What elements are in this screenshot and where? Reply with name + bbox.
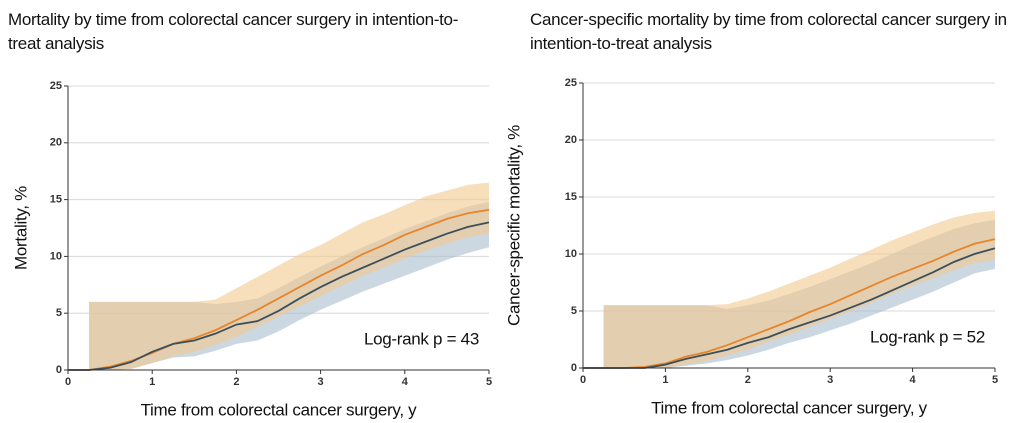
x-tick-label: 5 (486, 376, 492, 388)
y-tick-label: 0 (56, 364, 62, 376)
line (68, 221, 490, 371)
annotation: Log-rank p = 52 (870, 327, 985, 346)
x-tick-label: 4 (910, 374, 917, 386)
confidence-band (89, 182, 490, 370)
x-axis-label: Time from colorectal cancer surgery, y (651, 398, 928, 417)
y-tick-label: 10 (565, 248, 577, 260)
x-axis-label: Time from colorectal cancer surgery, y (141, 400, 418, 419)
x-tick-label: 1 (149, 376, 155, 388)
y-axis-label: Mortality, % (11, 186, 30, 270)
y-tick-label: 0 (571, 362, 577, 374)
x-tick-label: 0 (580, 374, 586, 386)
annotation: Log-rank p = 43 (364, 329, 479, 348)
y-tick-label: 25 (565, 77, 577, 89)
x-tick-label: 4 (402, 376, 409, 388)
y-tick-label: 10 (50, 250, 62, 262)
chart-title: Mortality by time from colorectal cancer… (8, 10, 459, 53)
annotation-box (861, 323, 991, 351)
y-tick-label: 20 (50, 137, 62, 149)
line (583, 247, 996, 369)
x-tick-label: 0 (65, 376, 71, 388)
y-tick-label: 20 (565, 134, 577, 146)
x-tick-label: 3 (318, 376, 324, 388)
y-tick-label: 5 (56, 307, 62, 319)
confidence-band (603, 210, 995, 368)
y-tick-label: 15 (50, 194, 62, 206)
line (583, 238, 996, 369)
y-axis-label: Cancer-specific mortality, % (504, 125, 523, 326)
y-tick-label: 15 (565, 191, 577, 203)
annotation-box (355, 325, 485, 353)
y-tick-label: 25 (50, 80, 62, 92)
x-tick-label: 1 (662, 374, 668, 386)
x-tick-label: 2 (745, 374, 751, 386)
x-tick-label: 5 (992, 374, 998, 386)
chart-title: Cancer-specific mortality by time from c… (530, 10, 1007, 53)
y-tick-label: 5 (571, 305, 577, 317)
x-tick-label: 3 (827, 374, 833, 386)
x-tick-label: 2 (233, 376, 239, 388)
